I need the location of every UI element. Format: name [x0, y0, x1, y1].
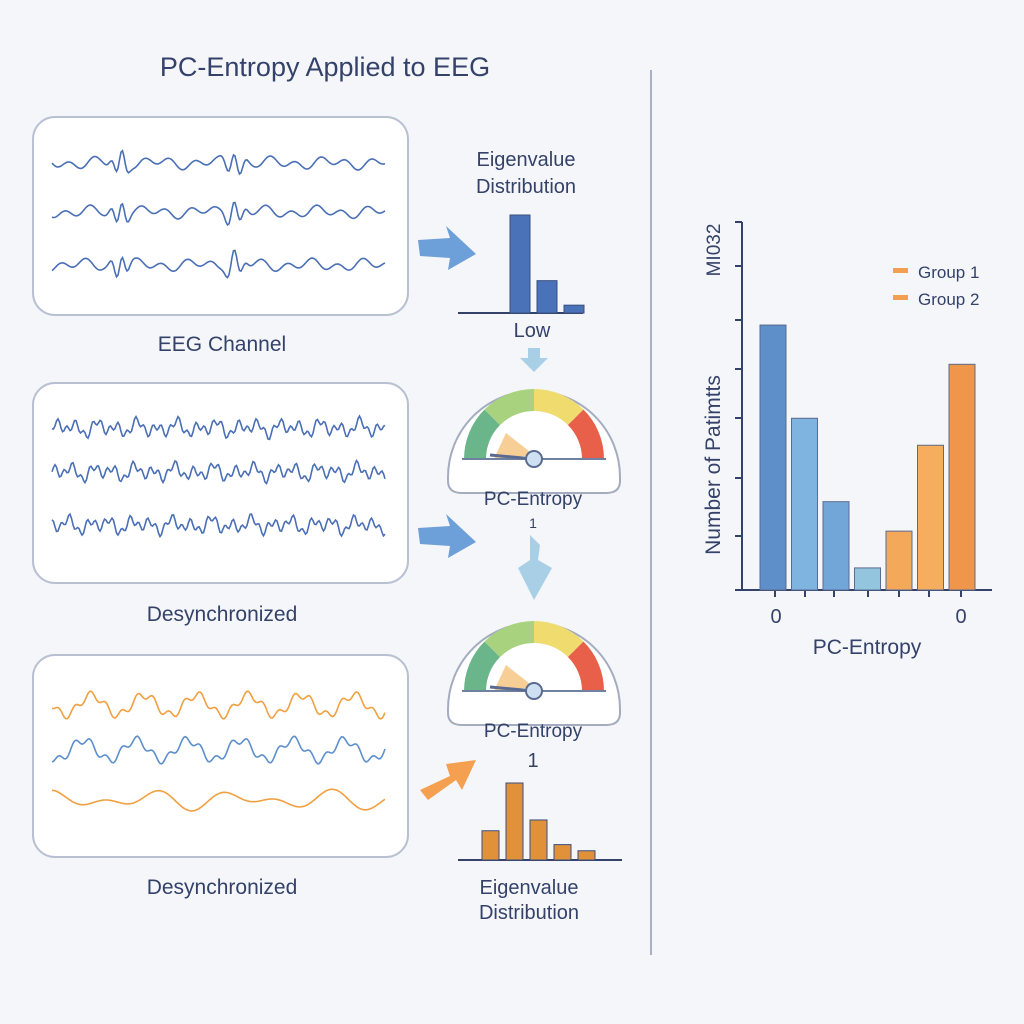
eigenvalue-chart-top [458, 214, 585, 314]
x-tick-label: 0 [955, 606, 966, 628]
eeg-waves [51, 690, 386, 812]
arrow-right-icon [418, 514, 476, 558]
histogram-bar [948, 363, 976, 591]
gauge-segment [464, 641, 501, 691]
pc-entropy-gauge [447, 389, 621, 494]
eeg-panel-3: Desynchronized [32, 654, 409, 899]
gauge-segment [484, 621, 534, 658]
eeg-panel-1: EEG Channel [32, 116, 409, 356]
eigen-bar [553, 844, 572, 861]
eeg-trace [51, 512, 386, 539]
legend-label: Group 2 [918, 290, 979, 309]
eigen-bar [529, 819, 548, 861]
arrow-right-icon [420, 760, 476, 800]
y-axis-label: Number of Patimtts [702, 375, 725, 555]
arrow-down-icon [520, 348, 548, 372]
eigenvalue-chart-bottom [458, 782, 622, 861]
pc-entropy-gauge [447, 621, 621, 726]
panel-caption: Desynchronized [147, 603, 298, 626]
eeg-trace [51, 459, 386, 485]
arrow-down-icon [518, 535, 552, 600]
histogram-bar [822, 501, 850, 591]
gauge-hub [525, 450, 543, 468]
gauge-label: PC-Entropy [484, 721, 583, 742]
eigen-bar [563, 304, 585, 314]
histogram-bar [854, 567, 881, 591]
gauge-segment [534, 389, 584, 426]
panel-caption: EEG Channel [158, 333, 286, 356]
eeg-panel-2: Desynchronized [32, 382, 409, 626]
x-tick-label: 0 [770, 606, 781, 628]
eigen-bar [505, 782, 524, 861]
eigen-bar [481, 830, 500, 861]
histogram-chart: Number of Patimtts MI032 0 0 PC-Entropy … [702, 221, 992, 659]
gauge-segment [484, 389, 534, 426]
gauge-needle-shadow [494, 665, 534, 691]
eigen-title: Eigenvalue [477, 149, 576, 171]
eeg-trace [51, 249, 386, 279]
gauge-label: PC-Entropy [484, 489, 583, 510]
eeg-trace [51, 690, 386, 720]
eigen-bar [509, 214, 531, 314]
eeg-trace [51, 201, 386, 227]
eigen-title: Distribution [479, 902, 579, 924]
gauge-needle-shadow [494, 433, 534, 459]
legend-swatch [893, 295, 908, 300]
eeg-trace [51, 149, 386, 176]
x-axis-label: PC-Entropy [813, 636, 922, 659]
histogram-bar [759, 324, 787, 591]
legend-swatch [893, 268, 908, 273]
eeg-trace [51, 735, 386, 765]
histogram-bar [917, 444, 944, 591]
eeg-trace [51, 788, 386, 812]
arrow-right-icon [418, 226, 476, 270]
gauge-value: 1 [527, 750, 538, 772]
gauge-segment [534, 621, 584, 658]
eeg-waves [51, 149, 386, 279]
eeg-trace [51, 414, 386, 441]
eigen-bar [577, 850, 596, 861]
gauge-segment [464, 409, 501, 459]
eigen-label-low: Low [514, 320, 551, 342]
legend-label: Group 1 [918, 263, 979, 282]
histogram-bar [885, 530, 913, 591]
y-axis-label-top: MI032 [704, 224, 725, 277]
eigen-bar [536, 280, 558, 314]
eigen-title: Distribution [476, 176, 576, 198]
gauge-segment [567, 641, 604, 691]
gauge-segment [567, 409, 604, 459]
histogram-bar [791, 417, 818, 591]
eeg-waves [51, 414, 386, 539]
gauge-hub [525, 682, 543, 700]
eigen-title: Eigenvalue [480, 877, 579, 899]
gauge-value: 1 [529, 515, 537, 531]
panel-caption: Desynchronized [147, 876, 298, 899]
diagram-title: PC-Entropy Applied to EEG [160, 52, 490, 82]
